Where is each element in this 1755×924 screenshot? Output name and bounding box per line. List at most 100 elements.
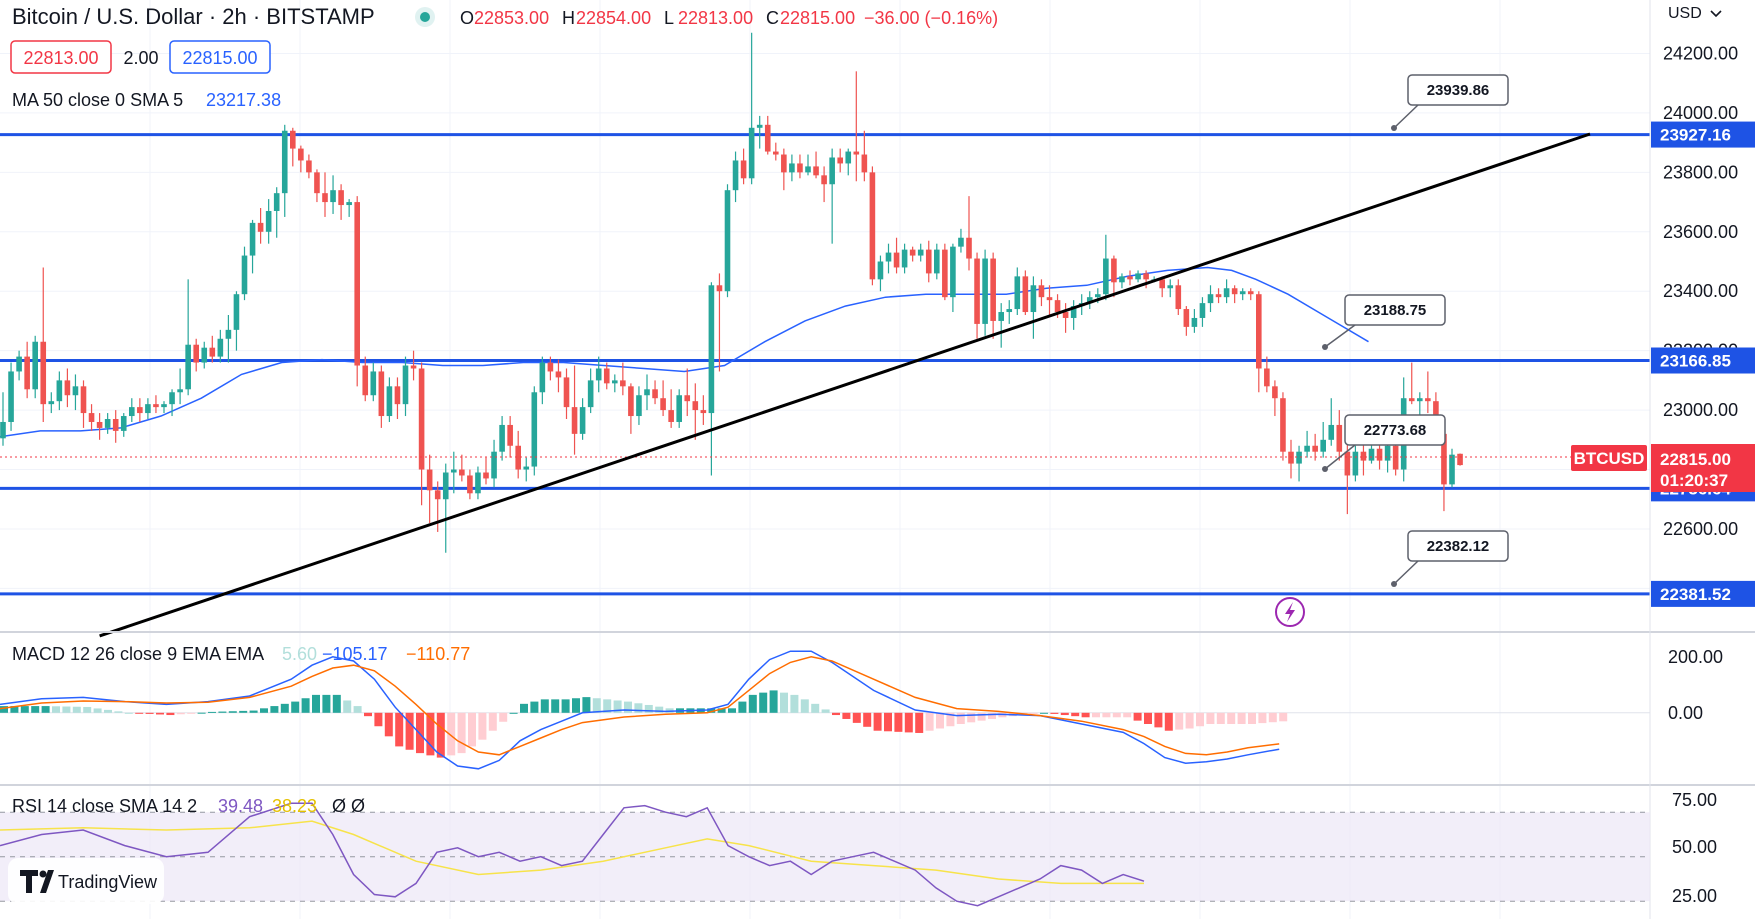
candle-body[interactable] xyxy=(531,392,538,467)
candle[interactable] xyxy=(185,279,191,396)
candle[interactable] xyxy=(217,329,224,363)
candle[interactable] xyxy=(48,392,55,414)
candle[interactable] xyxy=(893,237,900,274)
candle[interactable] xyxy=(1022,270,1029,315)
candle-body[interactable] xyxy=(724,190,731,292)
candle[interactable] xyxy=(917,243,924,262)
candle[interactable] xyxy=(1449,448,1455,488)
candle-body[interactable] xyxy=(281,130,288,194)
last-price-tag[interactable]: 22815.00 01:20:37 xyxy=(1651,444,1755,492)
candle[interactable] xyxy=(314,169,320,203)
candle-body[interactable] xyxy=(998,312,1004,321)
candle-body[interactable] xyxy=(869,172,876,280)
candle-body[interactable] xyxy=(523,466,530,470)
lightning-icon[interactable] xyxy=(1275,597,1305,627)
price-callout[interactable]: 22382.12 xyxy=(1391,530,1509,587)
candle[interactable] xyxy=(716,273,723,372)
candle[interactable] xyxy=(507,416,513,458)
candle-body[interactable] xyxy=(161,404,167,408)
candle[interactable] xyxy=(587,368,594,414)
candle-body[interactable] xyxy=(676,395,682,422)
candle[interactable] xyxy=(354,196,360,387)
candle-body[interactable] xyxy=(1159,279,1165,289)
candle[interactable] xyxy=(620,362,626,396)
candle-body[interactable] xyxy=(1336,424,1343,452)
candle-body[interactable] xyxy=(797,163,803,173)
candle[interactable] xyxy=(24,341,30,399)
candle[interactable] xyxy=(1062,303,1069,333)
candle[interactable] xyxy=(298,145,304,173)
currency-selector[interactable]: USD xyxy=(1668,5,1722,22)
candle[interactable] xyxy=(732,151,739,203)
candle[interactable] xyxy=(539,356,546,405)
candle-body[interactable] xyxy=(225,329,232,339)
candle-body[interactable] xyxy=(781,154,787,173)
candle[interactable] xyxy=(1175,279,1182,315)
candle-body[interactable] xyxy=(1143,273,1149,280)
candle-body[interactable] xyxy=(1457,453,1463,466)
candle-body[interactable] xyxy=(241,255,248,295)
candle[interactable] xyxy=(1304,430,1310,458)
candle-body[interactable] xyxy=(990,258,996,321)
candle[interactable] xyxy=(1247,288,1254,301)
candle[interactable] xyxy=(362,356,369,402)
candle[interactable] xyxy=(16,350,22,381)
callout-box[interactable] xyxy=(1344,294,1446,326)
candle-body[interactable] xyxy=(660,398,666,411)
candle-body[interactable] xyxy=(1304,445,1310,452)
candle-body[interactable] xyxy=(378,371,385,417)
candle[interactable] xyxy=(1239,288,1246,301)
candle-body[interactable] xyxy=(1247,291,1254,295)
candle[interactable] xyxy=(869,166,876,286)
candle[interactable] xyxy=(925,240,932,283)
candle-body[interactable] xyxy=(72,386,79,396)
candle[interactable] xyxy=(209,335,216,363)
candle[interactable] xyxy=(1328,398,1335,446)
candle[interactable] xyxy=(797,154,803,179)
candle[interactable] xyxy=(1135,270,1141,283)
candle[interactable] xyxy=(1368,442,1375,464)
candle-body[interactable] xyxy=(692,401,699,411)
candle[interactable] xyxy=(877,255,884,292)
candle[interactable] xyxy=(950,243,956,313)
candle[interactable] xyxy=(974,252,980,339)
rsi-legend-label[interactable]: RSI 14 close SMA 14 2 xyxy=(12,796,197,816)
candle-body[interactable] xyxy=(370,371,377,396)
candle[interactable] xyxy=(563,368,570,420)
candle[interactable] xyxy=(129,398,135,422)
candle-body[interactable] xyxy=(169,392,175,405)
candle[interactable] xyxy=(1038,279,1045,307)
candle[interactable] xyxy=(1046,285,1053,315)
candle-body[interactable] xyxy=(1127,276,1133,280)
candle-body[interactable] xyxy=(684,395,691,402)
candle-body[interactable] xyxy=(1119,276,1125,283)
candle[interactable] xyxy=(1086,291,1093,310)
candle-body[interactable] xyxy=(620,380,626,387)
candle-body[interactable] xyxy=(595,368,602,381)
candle-body[interactable] xyxy=(1070,306,1077,318)
candle-body[interactable] xyxy=(217,338,224,357)
callout-box[interactable] xyxy=(1407,74,1509,106)
candle-body[interactable] xyxy=(475,472,481,494)
candle[interactable] xyxy=(813,151,819,179)
candle[interactable] xyxy=(40,267,47,422)
candle[interactable] xyxy=(547,356,554,381)
candle[interactable] xyxy=(603,362,610,390)
candle[interactable] xyxy=(1408,362,1415,405)
candle[interactable] xyxy=(861,130,868,182)
candle[interactable] xyxy=(145,398,151,420)
candle[interactable] xyxy=(829,148,835,244)
candle[interactable] xyxy=(982,249,988,336)
candle[interactable] xyxy=(394,377,401,420)
candle[interactable] xyxy=(32,335,38,399)
candle-body[interactable] xyxy=(298,148,304,161)
candle-body[interactable] xyxy=(16,356,22,372)
candle-body[interactable] xyxy=(966,237,972,259)
candle-body[interactable] xyxy=(845,151,852,164)
candle[interactable] xyxy=(1417,392,1423,417)
candle[interactable] xyxy=(660,380,666,417)
candle[interactable] xyxy=(225,315,232,363)
candle[interactable] xyxy=(1264,356,1270,393)
